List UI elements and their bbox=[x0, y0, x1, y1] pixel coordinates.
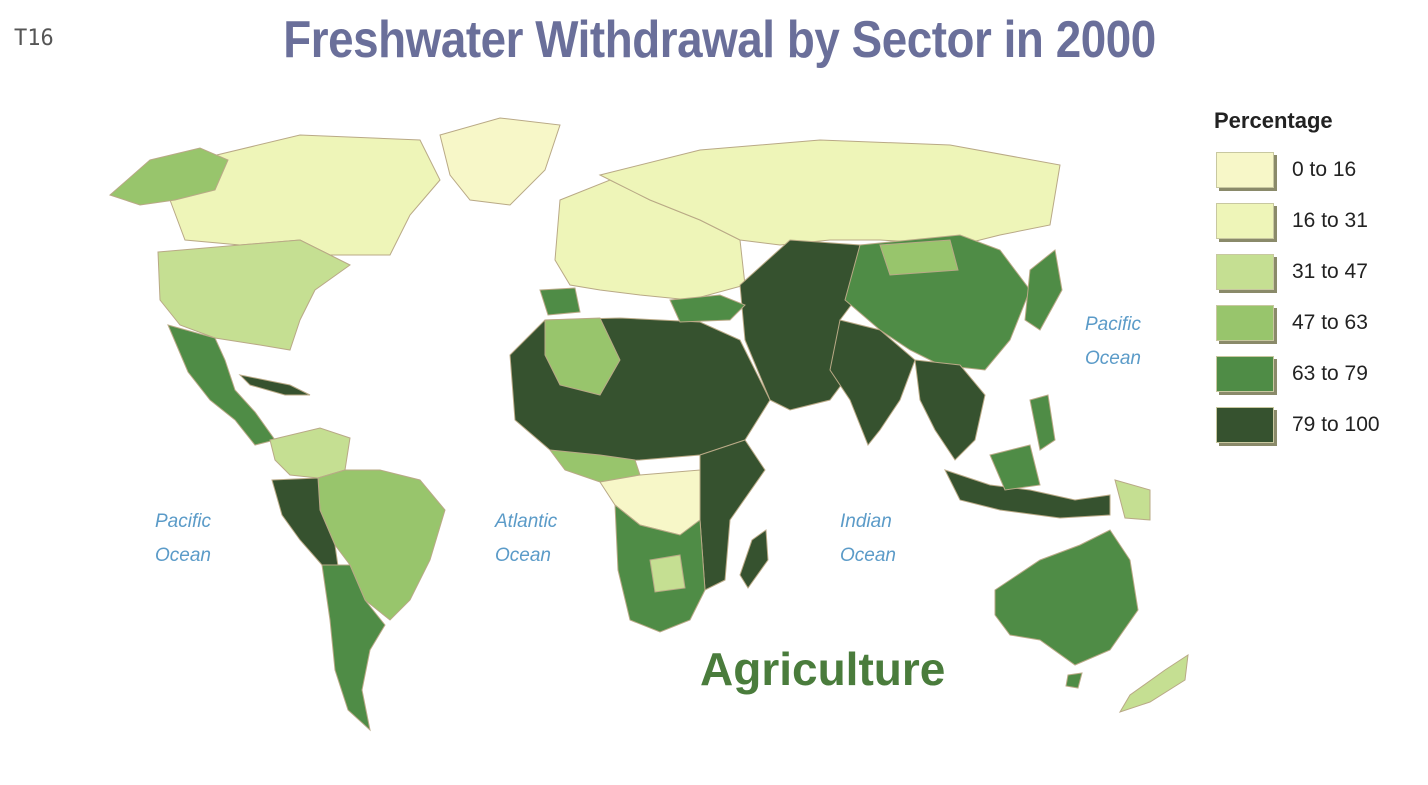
region-southern-cone bbox=[321, 564, 386, 732]
ocean-label-indian: Indian Ocean bbox=[840, 511, 896, 566]
legend-label: 63 to 79 bbox=[1292, 361, 1368, 385]
region-philippines bbox=[1029, 394, 1056, 451]
legend-label: 47 to 63 bbox=[1292, 310, 1368, 334]
legend-item: 79 to 100 bbox=[1214, 399, 1380, 450]
legend-swatch bbox=[1216, 406, 1274, 443]
region-botswana bbox=[649, 554, 686, 593]
legend-swatch bbox=[1216, 304, 1274, 341]
legend-swatch bbox=[1216, 253, 1274, 290]
region-india bbox=[829, 319, 916, 446]
legend-swatch bbox=[1216, 202, 1274, 239]
region-mongolia bbox=[879, 239, 959, 276]
region-usa bbox=[157, 239, 351, 351]
region-turkey bbox=[669, 294, 746, 323]
legend-item: 63 to 79 bbox=[1214, 348, 1380, 399]
region-caribbean bbox=[238, 374, 311, 396]
region-australia bbox=[994, 529, 1139, 666]
legend-label: 0 to 16 bbox=[1292, 157, 1357, 181]
legend-swatch bbox=[1216, 151, 1274, 188]
region-canada bbox=[169, 134, 441, 256]
slide-number: T16 bbox=[14, 26, 54, 51]
region-borneo bbox=[989, 444, 1041, 491]
legend-item: 0 to 16 bbox=[1214, 144, 1380, 195]
region-japan-korea bbox=[1024, 249, 1063, 331]
region-tasmania bbox=[1065, 672, 1083, 689]
region-madagascar bbox=[739, 529, 769, 589]
region-greenland bbox=[439, 117, 561, 206]
page-title: Freshwater Withdrawal by Sector in 2000 bbox=[283, 11, 1156, 69]
legend-label: 16 to 31 bbox=[1292, 208, 1368, 232]
legend-swatch bbox=[1216, 355, 1274, 392]
ocean-label-pacific-east: Pacific Ocean bbox=[1085, 314, 1141, 369]
legend-item: 31 to 47 bbox=[1214, 246, 1380, 297]
region-papua bbox=[1114, 479, 1151, 521]
legend-item: 16 to 31 bbox=[1214, 195, 1380, 246]
legend-label: 31 to 47 bbox=[1292, 259, 1368, 283]
legend-label: 79 to 100 bbox=[1292, 412, 1380, 436]
region-alaska bbox=[109, 147, 229, 206]
ocean-label-atlantic: Atlantic Ocean bbox=[495, 511, 558, 566]
legend-title: Percentage bbox=[1214, 108, 1333, 133]
region-algeria bbox=[544, 317, 621, 396]
map-legend: Percentage 0 to 16 16 to 31 31 to 47 47 … bbox=[1214, 108, 1380, 450]
region-new-zealand bbox=[1118, 653, 1189, 713]
legend-item: 47 to 63 bbox=[1214, 297, 1380, 348]
region-colombia-venezuela bbox=[269, 427, 351, 479]
ocean-label-pacific-west: Pacific Ocean bbox=[155, 511, 211, 566]
region-southeast-asia bbox=[914, 359, 986, 461]
region-iberia bbox=[539, 287, 581, 316]
sector-label: Agriculture bbox=[700, 643, 946, 695]
